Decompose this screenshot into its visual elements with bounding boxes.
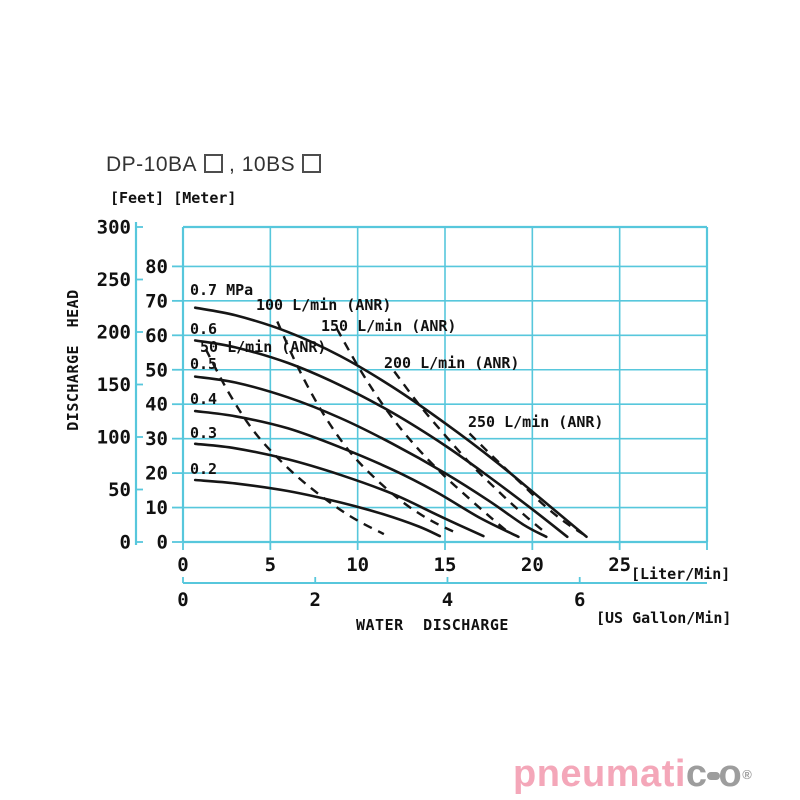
feet-tick-label: 300 xyxy=(97,217,131,239)
air-consumption-curve-label: 100 L/min (ANR) xyxy=(256,296,391,314)
feet-tick-label: 0 xyxy=(120,532,131,554)
air-consumption-curve xyxy=(204,348,385,536)
pressure-curve xyxy=(193,478,442,538)
gallon-tick-label: 0 xyxy=(177,589,188,611)
model-name-1: DP-10BA xyxy=(106,153,198,176)
air-consumption-curve-label: 50 L/min (ANR) xyxy=(200,338,326,356)
feet-tick-label: 200 xyxy=(97,322,131,344)
y-axis-units-label: [Feet] [Meter] xyxy=(110,189,236,207)
pressure-curve xyxy=(193,339,569,539)
meter-tick-label: 20 xyxy=(145,463,168,485)
air-consumption-curve-label: 200 L/min (ANR) xyxy=(384,354,519,372)
liter-tick-label: 5 xyxy=(265,554,276,576)
meter-tick-label: 60 xyxy=(145,325,168,347)
gallon-tick-label: 4 xyxy=(442,589,453,611)
x-axis-gallon-unit-label: [US Gallon/Min] xyxy=(596,609,732,627)
pressure-curve-label: 0.7 MPa xyxy=(190,281,253,299)
meter-tick-label: 0 xyxy=(157,532,168,554)
feet-tick-label: 150 xyxy=(97,374,131,396)
page-title: DP-10BA , 10BS xyxy=(106,153,327,177)
liter-tick-label: 10 xyxy=(346,554,369,576)
model-name-2: , 10BS xyxy=(229,153,296,176)
air-consumption-curve xyxy=(468,432,584,536)
logo-text-o: o xyxy=(718,753,743,795)
air-consumption-curve xyxy=(335,327,511,535)
model-suffix-checkbox-2 xyxy=(302,154,322,173)
feet-unit-label: [Feet] xyxy=(110,189,165,207)
logo-text-pink: pneumati xyxy=(513,753,686,795)
air-consumption-curve xyxy=(276,321,460,536)
pneumatico-logo: pneumati c o ® xyxy=(513,751,752,797)
meter-tick-label: 70 xyxy=(145,290,168,312)
pressure-curve xyxy=(193,375,548,539)
pressure-curve-label: 0.6 xyxy=(190,320,217,338)
logo-dash-icon xyxy=(706,772,720,780)
liter-tick-label: 20 xyxy=(521,554,544,576)
feet-tick-label: 100 xyxy=(97,427,131,449)
registered-trademark-icon: ® xyxy=(742,767,753,782)
feet-tick-label: 250 xyxy=(97,269,131,291)
feet-tick-label: 50 xyxy=(108,479,131,501)
pressure-curve-label: 0.5 xyxy=(190,355,217,373)
liter-tick-label: 0 xyxy=(177,554,188,576)
x-axis-title: WATER DISCHARGE xyxy=(356,616,509,634)
pressure-curve xyxy=(193,442,485,538)
air-consumption-curve xyxy=(393,370,548,535)
meter-tick-label: 80 xyxy=(145,256,168,278)
pressure-curve-label: 0.2 xyxy=(190,460,217,478)
gallon-tick-label: 6 xyxy=(574,589,585,611)
meter-tick-label: 50 xyxy=(145,359,168,381)
x-axis-liter-unit-label: [Liter/Min] xyxy=(631,565,731,583)
meter-tick-label: 10 xyxy=(145,497,168,519)
meter-tick-label: 30 xyxy=(145,428,168,450)
pressure-curve-label: 0.3 xyxy=(190,424,217,442)
pressure-curve-label: 0.4 xyxy=(190,390,217,408)
liter-tick-label: 25 xyxy=(608,554,631,576)
meter-unit-label: [Meter] xyxy=(173,189,237,207)
air-consumption-curve-label: 250 L/min (ANR) xyxy=(468,413,603,431)
liter-tick-label: 15 xyxy=(434,554,457,576)
gallon-tick-label: 2 xyxy=(310,589,321,611)
pressure-curve xyxy=(193,409,520,539)
pressure-curve xyxy=(193,306,588,539)
logo-text-c: c xyxy=(685,753,708,795)
model-suffix-checkbox-1 xyxy=(204,154,224,173)
air-consumption-curve-label: 150 L/min (ANR) xyxy=(321,317,456,335)
meter-tick-label: 40 xyxy=(145,394,168,416)
